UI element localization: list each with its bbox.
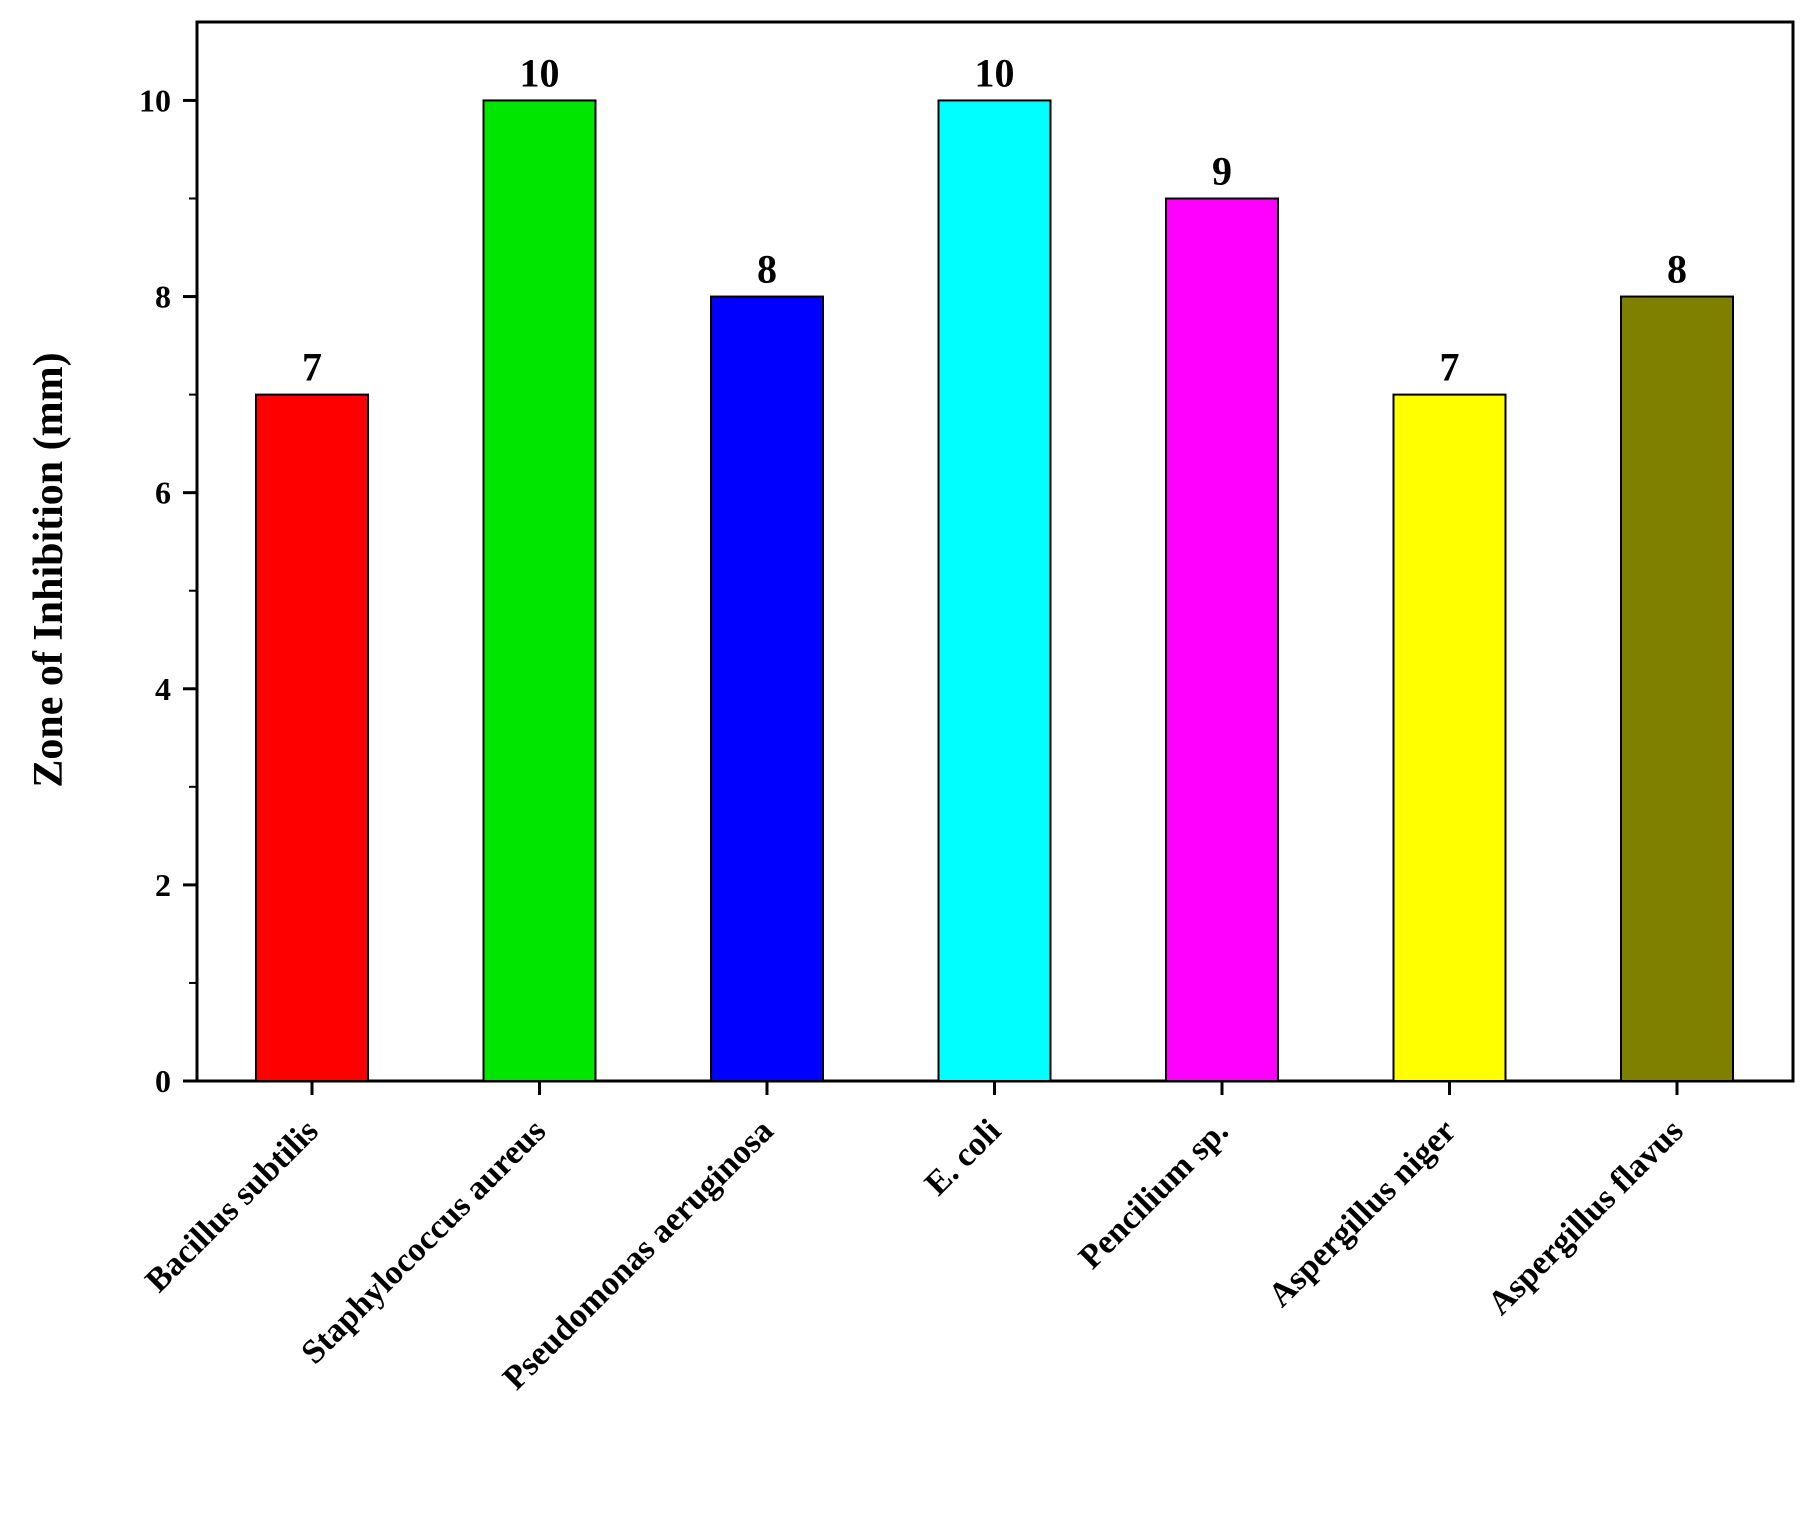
bar-value-label: 8: [1667, 247, 1687, 292]
x-category-label: Aspergillus niger: [1261, 1112, 1463, 1314]
bar-value-label: 8: [757, 247, 777, 292]
bar-value-label: 10: [520, 50, 560, 95]
y-axis-title: Zone of Inhibition (mm): [26, 352, 72, 787]
bar: [710, 295, 824, 1082]
y-tick-label: 10: [139, 82, 171, 118]
x-category-label: E. coli: [918, 1112, 1008, 1202]
bar-value-label: 7: [1440, 345, 1460, 390]
bar: [1620, 295, 1734, 1082]
bar: [937, 99, 1052, 1082]
x-category-label: Pseudomonas aeruginosa: [496, 1112, 781, 1397]
bar-value-label: 10: [975, 50, 1015, 95]
bar-value-label: 7: [302, 345, 322, 390]
bar: [1165, 197, 1279, 1082]
y-tick-label: 8: [155, 279, 171, 315]
bars: [255, 99, 1734, 1083]
bar: [1392, 393, 1507, 1083]
bar-value-label: 9: [1212, 149, 1232, 194]
y-tick-label: 4: [155, 671, 171, 707]
bar: [255, 393, 369, 1083]
x-axis-ticks: [310, 1081, 1679, 1095]
bar-value-labels: 7 10 8 10 9 7 8: [302, 50, 1687, 389]
bar: [482, 99, 597, 1082]
y-tick-label: 2: [155, 867, 171, 903]
y-tick-label: 6: [155, 475, 171, 511]
x-category-label: Staphylococcus aureus: [294, 1112, 553, 1371]
x-category-label: Bacillus subtilis: [138, 1112, 325, 1299]
y-axis-ticks: 0 2 4 6 8 10: [139, 82, 197, 1099]
x-category-label: Pencilium sp.: [1072, 1112, 1236, 1276]
x-category-label: Aspergillus flavus: [1481, 1112, 1691, 1322]
y-tick-label: 0: [155, 1063, 171, 1099]
